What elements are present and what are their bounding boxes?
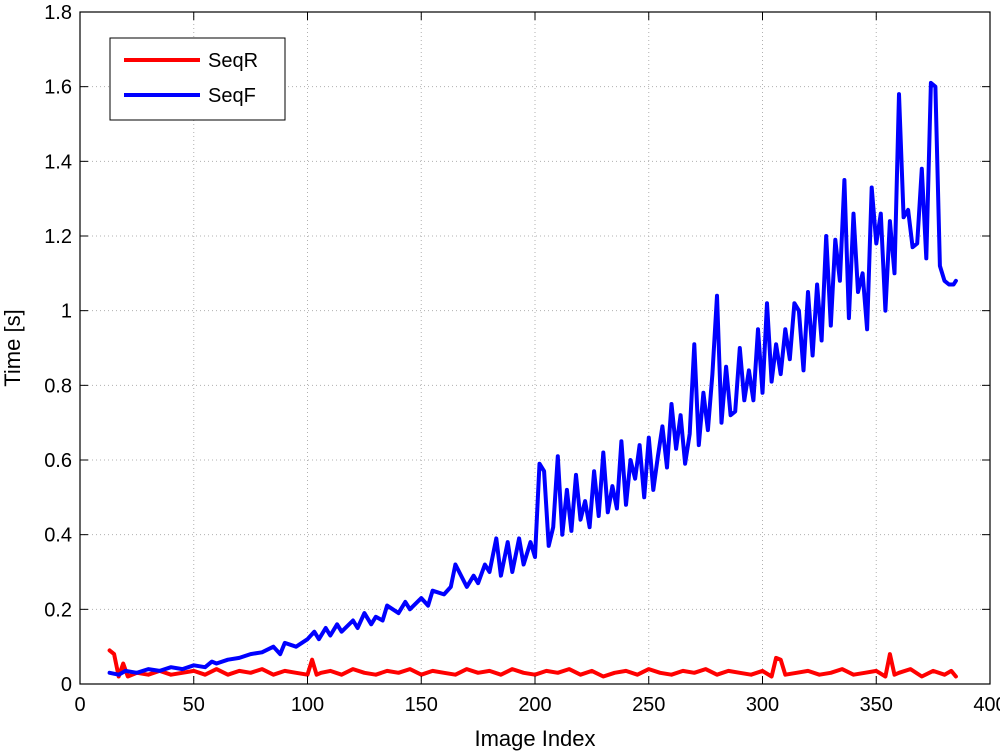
grid-lines: [80, 12, 990, 684]
x-tick-label: 250: [632, 694, 665, 716]
y-tick-label: 1.4: [44, 151, 72, 173]
legend-box: [109, 37, 286, 121]
x-tick-label: 50: [183, 694, 205, 716]
series-line-seqr: [107, 648, 958, 679]
x-tick-label: 150: [405, 694, 438, 716]
legend: SeqR SeqF: [109, 37, 286, 121]
legend-label-seqr: SeqR: [208, 50, 258, 72]
y-tick-label: 1.6: [44, 77, 72, 99]
y-tick-label: 0: [61, 674, 72, 696]
x-tick-label: 200: [518, 694, 551, 716]
y-axis-label: Time [s]: [0, 309, 25, 386]
tick-labels: 0 50 100 150 200 250 300 350 400 0 0.2 0.4 0.6 0.8 1 1.…: [44, 2, 1000, 716]
y-tick-label: 1.2: [44, 226, 72, 248]
axis-ticks: [79, 11, 991, 685]
x-tick-label: 0: [74, 694, 85, 716]
y-tick-label: 0.4: [44, 525, 72, 547]
legend-label-seqf: SeqF: [208, 85, 256, 107]
series-layer: [107, 80, 958, 679]
x-tick-label: 400: [973, 694, 1000, 716]
y-tick-label: 0.2: [44, 599, 72, 621]
y-tick-label: 1.8: [44, 2, 72, 24]
y-tick-label: 0.6: [44, 450, 72, 472]
x-tick-label: 100: [291, 694, 324, 716]
x-axis-label: Image Index: [474, 726, 595, 751]
x-tick-label: 300: [746, 694, 779, 716]
x-tick-label: 350: [860, 694, 893, 716]
y-tick-label: 1: [61, 301, 72, 323]
series-line-seqf: [107, 80, 958, 677]
y-tick-label: 0.8: [44, 375, 72, 397]
